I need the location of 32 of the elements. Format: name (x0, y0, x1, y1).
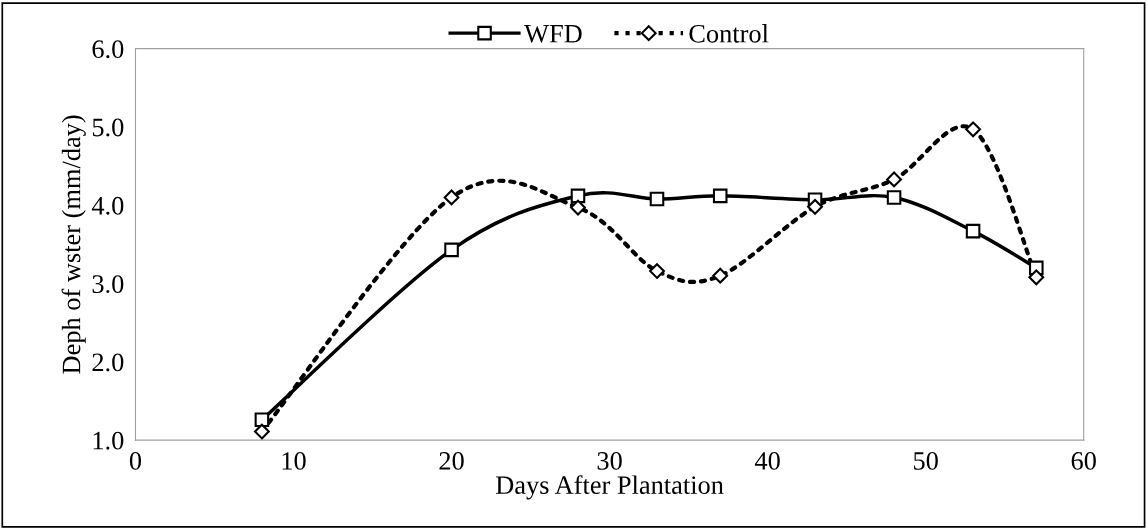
y-tick-label: 4.0 (91, 196, 124, 215)
legend-label: WFD (524, 25, 582, 43)
legend-label: Control (689, 24, 769, 43)
x-tick-label: 60 (1071, 452, 1096, 470)
point (443, 189, 460, 206)
point (570, 199, 586, 216)
point (444, 242, 459, 258)
x-tick-label: 0 (129, 452, 142, 470)
point (649, 191, 665, 207)
y-tick-label: 5.0 (92, 118, 124, 137)
y-tick-label: 2.0 (92, 353, 124, 372)
point (965, 121, 981, 138)
x-tick-label: 30 (597, 452, 622, 470)
y-tick-label: 6.0 (92, 40, 124, 59)
point (254, 412, 270, 428)
point (965, 223, 981, 239)
x-tick-label: 20 (439, 452, 464, 470)
point (712, 188, 728, 204)
y-tick-label: 1.0 (93, 431, 124, 450)
y-tick-label: 3.0 (92, 275, 124, 294)
point (712, 267, 729, 284)
point (649, 263, 665, 279)
point (886, 190, 902, 205)
y-axis-title: Deph of wster (mm/day) (61, 115, 86, 374)
x-axis-title: Days After Plantation (496, 475, 724, 500)
x-tick-label: 50 (914, 452, 938, 470)
point (253, 423, 270, 440)
point (886, 171, 902, 188)
x-tick-label: 10 (282, 452, 306, 470)
point (807, 198, 823, 215)
point (1028, 269, 1045, 286)
x-tick-label: 40 (754, 452, 780, 470)
